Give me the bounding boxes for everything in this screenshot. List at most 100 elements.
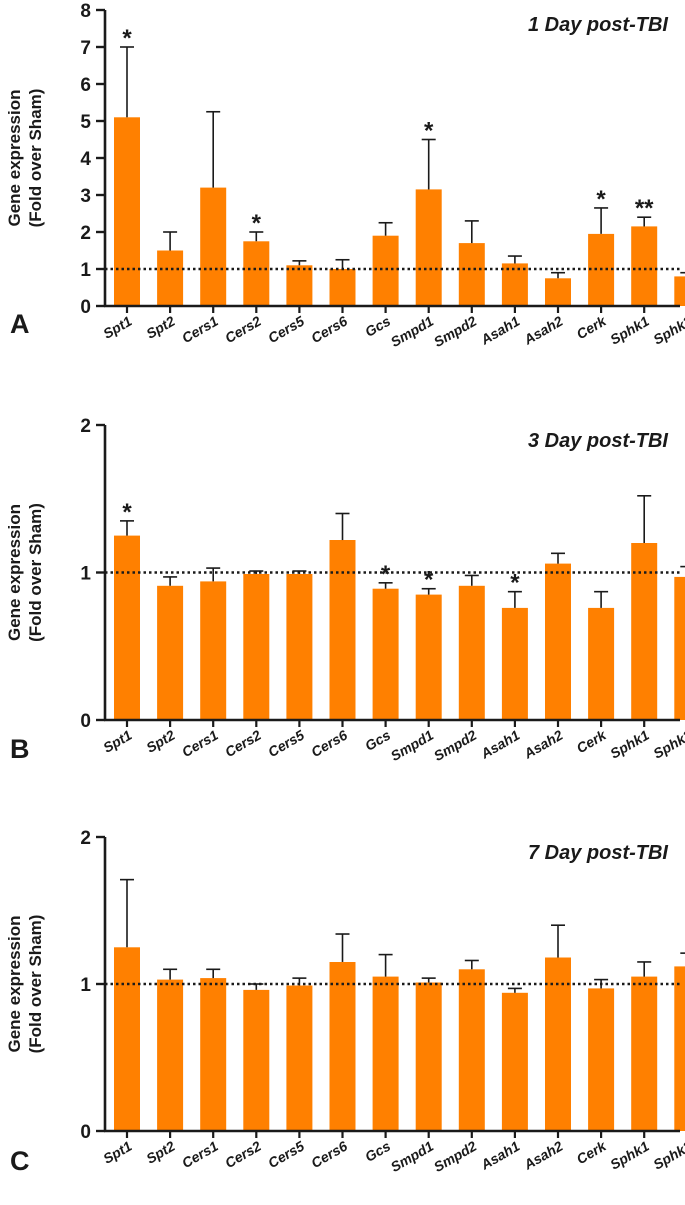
x-tick-label-sphk2: Sphk2 xyxy=(650,1138,685,1173)
x-tick-label-cers6: Cers6 xyxy=(308,727,350,760)
x-tick-label-sphk2: Sphk2 xyxy=(650,727,685,762)
y-axis-label: Gene expression xyxy=(5,89,24,226)
x-tick-label-cers6: Cers6 xyxy=(308,313,350,346)
bar-sphk2 xyxy=(674,576,685,720)
y-tick-label: 1 xyxy=(80,260,91,281)
x-tick-label-smpd2: Smpd2 xyxy=(431,1138,480,1175)
x-tick-label-cers2: Cers2 xyxy=(222,313,264,346)
x-tick-label-spt1: Spt1 xyxy=(100,313,134,342)
bar-cers5 xyxy=(286,985,313,1131)
bar-smpd1 xyxy=(415,594,442,720)
y-axis-label: Gene expression xyxy=(5,915,24,1052)
bar-cers1 xyxy=(200,581,227,720)
y-tick-label: 0 xyxy=(80,1122,91,1143)
y-tick-label: 3 xyxy=(80,186,91,207)
bar-spt2 xyxy=(157,979,184,1131)
bar-sphk1 xyxy=(631,976,658,1131)
y-axis-label: Gene expression xyxy=(5,504,24,641)
bar-cerk xyxy=(588,607,615,720)
y-tick-label: 6 xyxy=(80,75,91,96)
y-tick-label: 2 xyxy=(80,223,91,244)
bar-gcs xyxy=(372,976,399,1131)
x-tick-label-cers5: Cers5 xyxy=(265,313,307,346)
significance-marker: ** xyxy=(635,195,654,222)
bar-cers6 xyxy=(329,540,356,720)
x-tick-label-cers6: Cers6 xyxy=(308,1138,350,1171)
bar-cers6 xyxy=(329,962,356,1131)
bar-sphk2 xyxy=(674,966,685,1131)
x-tick-label-asah1: Asah1 xyxy=(477,1138,522,1173)
x-tick-label-spt1: Spt1 xyxy=(100,1138,134,1167)
bar-cers1 xyxy=(200,187,227,306)
x-tick-label-asah2: Asah2 xyxy=(520,1138,565,1173)
x-tick-label-sphk1: Sphk1 xyxy=(607,313,652,348)
x-tick-label-sphk2: Sphk2 xyxy=(650,313,685,348)
bar-spt2 xyxy=(157,585,184,720)
chart-title: 3 Day post-TBI xyxy=(528,430,668,452)
significance-marker: * xyxy=(424,118,434,145)
bar-cers5 xyxy=(286,574,313,720)
significance-marker: * xyxy=(424,567,434,594)
panel-letter: A xyxy=(10,309,30,339)
significance-marker: * xyxy=(596,186,606,213)
y-tick-label: 8 xyxy=(80,1,91,22)
bar-spt1 xyxy=(114,535,140,720)
x-tick-label-cers1: Cers1 xyxy=(179,727,221,760)
x-tick-label-cers5: Cers5 xyxy=(265,727,307,760)
x-tick-label-spt2: Spt2 xyxy=(143,1138,177,1167)
bar-cers2 xyxy=(243,574,270,720)
significance-marker: * xyxy=(510,570,520,597)
bar-asah2 xyxy=(545,957,571,1131)
y-tick-label: 2 xyxy=(80,416,91,437)
bar-cers6 xyxy=(329,269,356,306)
bar-spt1 xyxy=(114,947,140,1132)
x-tick-label-cerk: Cerk xyxy=(574,726,610,756)
x-tick-label-sphk1: Sphk1 xyxy=(607,727,652,762)
y-tick-label: 2 xyxy=(80,828,91,849)
bar-smpd1 xyxy=(415,189,442,306)
bar-smpd2 xyxy=(458,969,485,1131)
chart-title: 7 Day post-TBI xyxy=(528,842,668,864)
bar-smpd1 xyxy=(415,982,442,1131)
bar-sphk1 xyxy=(631,543,658,720)
x-tick-label-smpd1: Smpd1 xyxy=(388,727,437,764)
bar-cers1 xyxy=(200,978,227,1131)
x-tick-label-asah1: Asah1 xyxy=(477,727,522,762)
bar-asah1 xyxy=(501,607,528,720)
y-tick-label: 0 xyxy=(80,297,91,318)
bar-asah1 xyxy=(501,263,528,306)
x-tick-label-cers2: Cers2 xyxy=(222,1138,264,1171)
significance-marker: * xyxy=(381,561,391,588)
x-tick-label-smpd1: Smpd1 xyxy=(388,1138,437,1175)
x-tick-label-cerk: Cerk xyxy=(574,312,610,342)
x-tick-label-cers1: Cers1 xyxy=(179,313,221,346)
bar-sphk2 xyxy=(674,276,685,306)
x-tick-label-spt2: Spt2 xyxy=(143,313,177,342)
x-tick-label-sphk1: Sphk1 xyxy=(607,1138,652,1173)
y-tick-label: 1 xyxy=(80,975,91,996)
y-tick-label: 0 xyxy=(80,711,91,732)
panel-letter: B xyxy=(10,734,30,764)
x-tick-label-smpd2: Smpd2 xyxy=(431,727,480,764)
bar-asah2 xyxy=(545,278,571,307)
significance-marker: * xyxy=(252,210,262,237)
x-tick-label-spt2: Spt2 xyxy=(143,727,177,756)
chart-title: 1 Day post-TBI xyxy=(528,14,668,36)
y-tick-label: 4 xyxy=(80,149,91,170)
bar-cers2 xyxy=(243,989,270,1131)
x-tick-label-smpd2: Smpd2 xyxy=(431,313,480,350)
x-tick-label-cers1: Cers1 xyxy=(179,1138,221,1171)
bar-gcs xyxy=(372,588,399,720)
x-tick-label-cerk: Cerk xyxy=(574,1137,610,1167)
panel-letter: C xyxy=(10,1146,30,1176)
x-tick-label-cers2: Cers2 xyxy=(222,727,264,760)
x-tick-label-cers5: Cers5 xyxy=(265,1138,307,1171)
y-axis-label: (Fold over Sham) xyxy=(26,503,45,642)
bar-gcs xyxy=(372,235,399,306)
y-axis-label: (Fold over Sham) xyxy=(26,915,45,1054)
x-tick-label-asah1: Asah1 xyxy=(477,313,522,348)
